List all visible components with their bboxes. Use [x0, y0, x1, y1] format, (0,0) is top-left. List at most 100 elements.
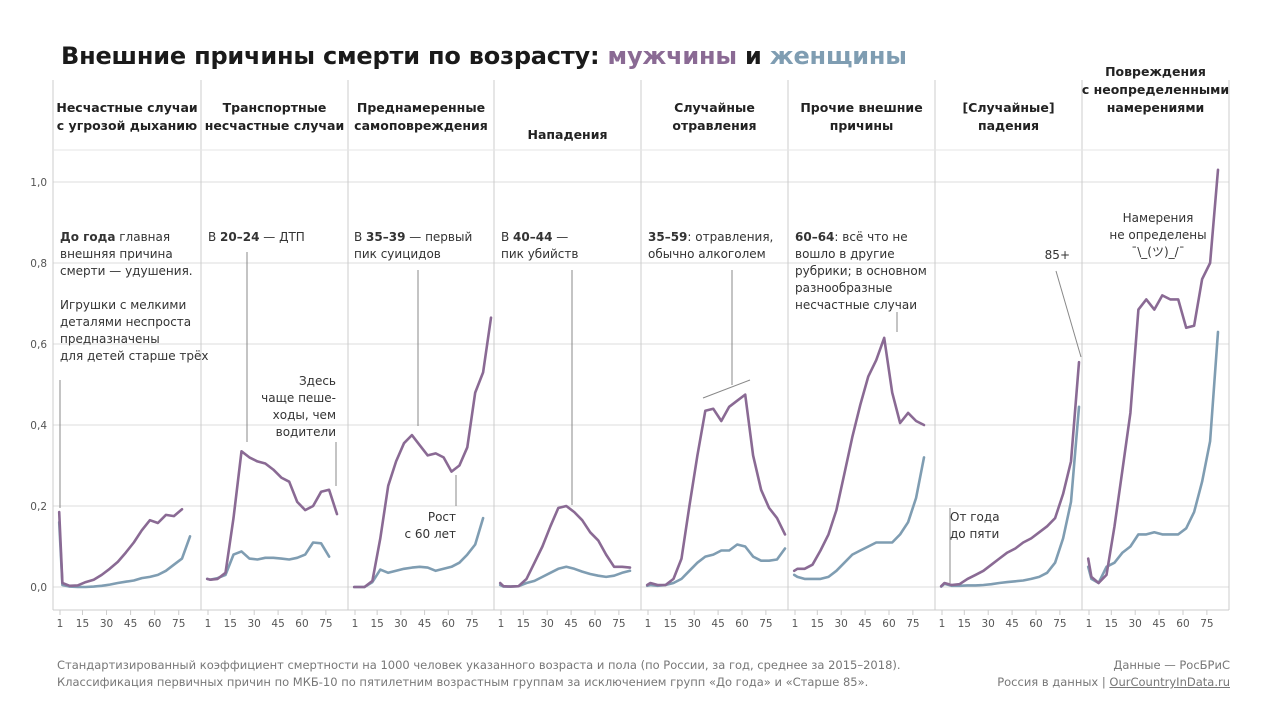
x-tick-label-6-5: 75: [1053, 618, 1066, 630]
x-tick-label-4-0: 1: [645, 618, 652, 630]
annotation-7-0-line-2: ¯\_(ツ)_/¯: [1131, 245, 1184, 259]
x-tick-label-2-0: 1: [352, 618, 359, 630]
x-tick-label-0-1: 15: [76, 618, 89, 630]
x-tick-label-7-5: 75: [1200, 618, 1213, 630]
annotation-1-1-line-3: водители: [276, 425, 336, 439]
annotation-run-1-0-0-1: 20–24: [220, 230, 259, 244]
x-tick-label-0-3: 45: [124, 618, 137, 630]
series-men-panel-6: [939, 360, 1081, 588]
panel-title-2-line-0: Преднамеренные: [357, 100, 485, 115]
footer-site-prefix: Россия в данных |: [997, 675, 1110, 689]
annotation-0-0-line-6: предназначены: [60, 332, 160, 346]
x-tick-label-6-4: 60: [1029, 618, 1042, 630]
annotation-1-1-line-1: чаще пеше-: [261, 391, 336, 405]
x-tick-label-2-1: 15: [370, 618, 383, 630]
annotation-run-2-0-0-1: 35–39: [366, 230, 405, 244]
annotation-2-0-line-1: пик суицидов: [354, 247, 441, 261]
annotation-run-0-0-1-0: внешняя причина: [60, 247, 173, 261]
x-tick-label-1-3: 45: [271, 618, 284, 630]
annotation-5-0-line-3: разнообразные: [795, 281, 892, 295]
series-women-panel-6: [939, 405, 1081, 588]
panel-title-2-line-1: самоповреждения: [354, 118, 488, 133]
annotation-0-0-line-7: для детей старше трёх: [60, 349, 209, 363]
x-tick-label-5-0: 1: [792, 618, 799, 630]
annotation-6-1-line-0: От года: [950, 510, 1000, 524]
annotation-2-1-line-0: Рост: [428, 510, 456, 524]
x-tick-label-0-0: 1: [57, 618, 64, 630]
panel-title-1-line-1: несчастные случаи: [205, 118, 344, 133]
annotation-7-0-line-0: Намерения: [1123, 211, 1194, 225]
x-tick-label-3-2: 30: [541, 618, 554, 630]
x-tick-label-1-2: 30: [248, 618, 261, 630]
annotation-run-0-0-2-0: смерти — удушения.: [60, 264, 193, 278]
annotation-run-5-0-3-0: разнообразные: [795, 281, 892, 295]
panel-title-5-line-0: Прочие внешние: [800, 100, 922, 115]
annotation-run-0-0-7-0: для детей старше трёх: [60, 349, 209, 363]
title-and: и: [736, 42, 770, 70]
series-men-panel-3: [498, 504, 632, 588]
annotation-run-2-0-0-2: — первый: [405, 230, 472, 244]
panel-title-6-line-0: [Случайные]: [962, 100, 1054, 115]
panel-title-3-line-0: Нападения: [528, 127, 608, 142]
annotation-1-1-line-2: ходы, чем: [273, 408, 336, 422]
series-men-panel-2: [352, 316, 493, 589]
annotation-run-1-1-0-0: Здесь: [299, 374, 336, 388]
footer-note-line1: Стандартизированный коэффициент смертнос…: [57, 658, 901, 672]
annotation-run-4-0-0-1: : отравления,: [687, 230, 773, 244]
panel-title-6-line-1: падения: [978, 118, 1039, 133]
x-tick-label-2-4: 60: [442, 618, 455, 630]
panel-title-7-line-2: намерениями: [1107, 100, 1205, 115]
annotation-5-0-line-2: рубрики; в основном: [795, 264, 927, 278]
x-tick-label-2-3: 45: [418, 618, 431, 630]
x-tick-label-6-3: 45: [1005, 618, 1018, 630]
series-women-panel-0: [57, 520, 192, 589]
x-tick-label-5-4: 60: [882, 618, 895, 630]
annotation-4-0-line-1: обычно алкоголем: [648, 247, 766, 261]
annotation-3-0-line-1: пик убийств: [501, 247, 578, 261]
footer-site-link[interactable]: OurCountryInData.ru: [1109, 675, 1230, 689]
y-tick-label-1: 0,2: [30, 501, 47, 513]
annotation-6-0-line-0: 85+: [1045, 248, 1070, 262]
annotation-run-2-0-0-0: В: [354, 230, 366, 244]
y-tick-label-5: 1,0: [30, 177, 47, 189]
annotation-run-1-1-3-0: водители: [276, 425, 336, 439]
x-tick-label-6-2: 30: [982, 618, 995, 630]
footer-source: Данные — РосБРиС Россия в данных | OurCo…: [997, 657, 1230, 691]
x-tick-label-2-5: 75: [465, 618, 478, 630]
x-tick-label-3-1: 15: [517, 618, 530, 630]
annotation-run-2-0-1-0: пик суицидов: [354, 247, 441, 261]
annotation-3-0-line-0: В 40–44 —: [501, 230, 568, 244]
annotation-run-5-0-1-0: вошло в другие: [795, 247, 895, 261]
x-tick-label-1-0: 1: [205, 618, 212, 630]
x-tick-label-5-5: 75: [906, 618, 919, 630]
y-tick-label-2: 0,4: [30, 420, 47, 432]
x-tick-label-7-2: 30: [1129, 618, 1142, 630]
annotation-1-1-line-0: Здесь: [299, 374, 336, 388]
annotation-run-7-0-1-0: не определены: [1109, 228, 1206, 242]
footer-data-source: Данные — РосБРиС: [1113, 658, 1230, 672]
annotation-run-4-0-0-0: 35–59: [648, 230, 687, 244]
panel-title-4-line-1: отравления: [672, 118, 756, 133]
footer-notes: Стандартизированный коэффициент смертнос…: [57, 657, 901, 691]
annotation-run-2-1-1-0: с 60 лет: [404, 527, 456, 541]
x-tick-label-1-4: 60: [295, 618, 308, 630]
annotation-0-0-line-1: внешняя причина: [60, 247, 173, 261]
y-tick-label-3: 0,6: [30, 339, 47, 351]
title-men-label: мужчины: [607, 42, 738, 70]
annotation-0-0-line-4: Игрушки с мелкими: [60, 298, 186, 312]
x-tick-label-0-4: 60: [148, 618, 161, 630]
x-tick-label-7-3: 45: [1152, 618, 1165, 630]
series-men-panel-4: [645, 393, 787, 587]
annotation-run-1-1-1-0: чаще пеше-: [261, 391, 336, 405]
annotation-run-1-1-2-0: ходы, чем: [273, 408, 336, 422]
x-tick-label-3-0: 1: [498, 618, 505, 630]
annotation-run-5-0-2-0: рубрики; в основном: [795, 264, 927, 278]
x-tick-label-4-4: 60: [735, 618, 748, 630]
annotation-run-5-0-0-0: 60–64: [795, 230, 834, 244]
annotation-run-6-1-1-0: до пяти: [950, 527, 999, 541]
annotation-5-0-line-0: 60–64: всё что не: [795, 230, 908, 244]
annotation-run-0-0-0-1: главная: [115, 230, 170, 244]
panel-title-5-line-1: причины: [830, 118, 894, 133]
annotation-0-0-line-5: деталями неспроста: [60, 315, 191, 329]
